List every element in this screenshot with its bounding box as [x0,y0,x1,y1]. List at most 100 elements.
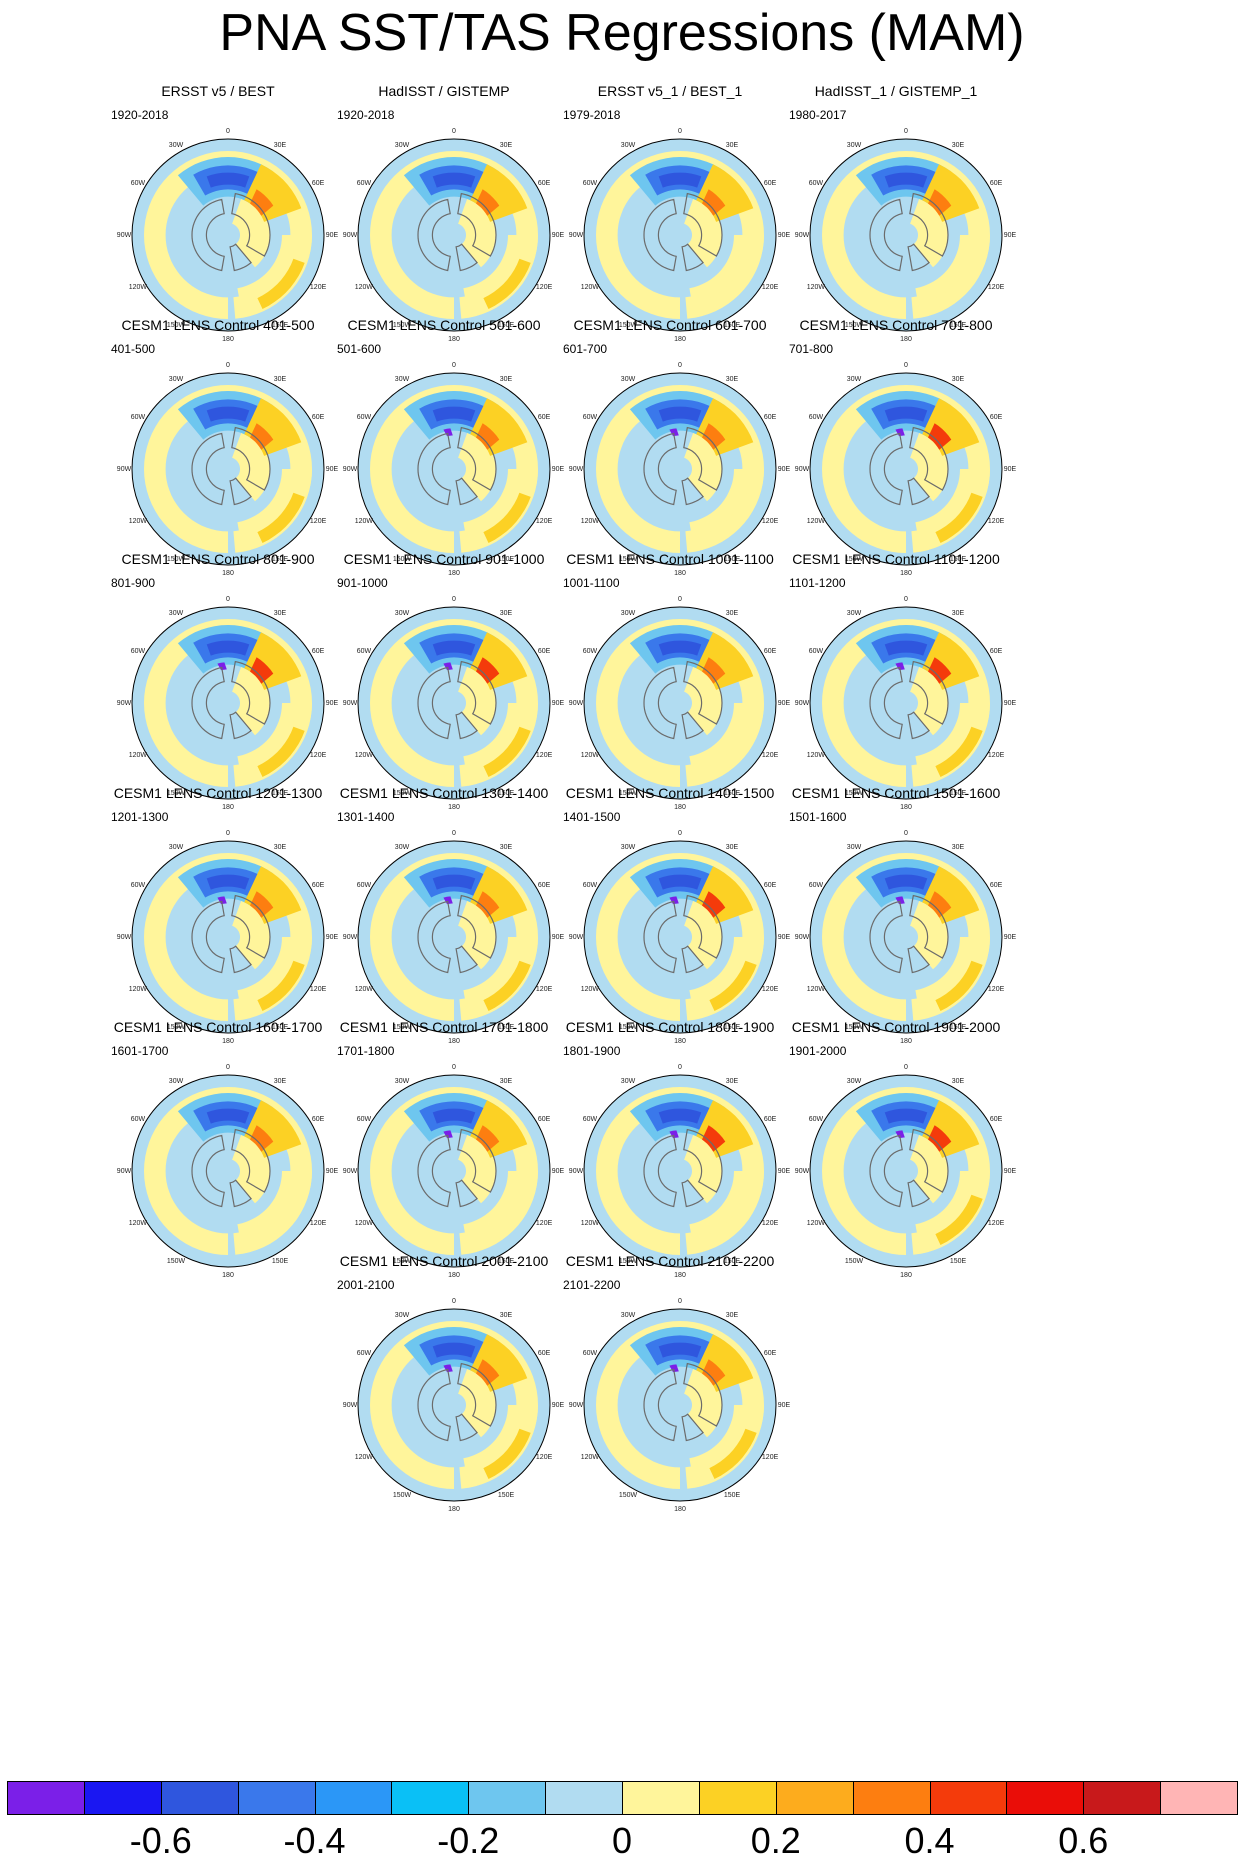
polar-map: 180 150E 120E 90E 60E 30E 0 30W 60W 90W 120W 150W [117,1064,339,1279]
north-america-coast [457,894,497,959]
longitude-label: 120E [762,752,779,759]
coastlines [643,660,723,740]
north-america-coast [683,1362,723,1427]
map-border [131,606,325,800]
eurasia-coast [191,1134,225,1208]
map-panel: ERSST v5_1 / BEST_1 1979-2018 180 150E 120E 9… [535,83,805,353]
eurasia-coast [417,198,451,272]
pna-positive-core [702,1359,726,1386]
longitude-label: 90E [326,1168,339,1175]
pna-positive-core [928,891,952,918]
coastlines [869,192,949,272]
longitude-label: 0 [904,128,908,135]
atlantic-positive [915,703,990,786]
field-layer [358,1075,550,1267]
eurasia-coast [643,900,677,974]
field-layer [132,1075,324,1267]
eurasia-coast [643,198,677,272]
colorbar-tick-label: -0.4 [283,1820,346,1861]
longitude-label: 60W [583,648,598,655]
panel-title: ERSST v5_1 / BEST_1 [597,83,743,99]
longitude-label: 180 [448,1272,460,1279]
figure-title: PNA SST/TAS Regressions (MAM) [219,4,1025,62]
panel-period: 1801-1900 [563,1044,621,1058]
colorbar-tick-label: 0 [611,1820,633,1861]
pacific-negative-core [432,874,476,890]
longitude-label: 30E [952,610,965,617]
longitude-label: 90E [778,466,791,473]
longitude-label: 30W [847,376,862,383]
longitude-label: 150W [619,1492,638,1499]
longitude-label: 0 [678,1064,682,1071]
longitude-label: 120E [762,986,779,993]
longitude-label: 0 [678,596,682,603]
longitude-label: 60E [764,882,777,889]
eurasia-coast [417,432,451,506]
pna-positive-core [250,423,274,450]
colorbar-cell [1006,1781,1085,1815]
map-panel: CESM1 LENS Control 1401-1500 1401-1500 180… [535,785,805,1055]
longitude-label: 180 [900,336,912,343]
eurasia-coast [643,1134,677,1208]
map-panel: CESM1 LENS Control 2101-2200 2101-2200 180… [535,1253,805,1523]
colorbar-tick-label: 0.4 [904,1820,955,1861]
longitude-label: 150W [393,1258,412,1265]
field-layer [358,373,550,565]
longitude-label: 90W [569,934,584,941]
longitude-label: 150W [619,322,638,329]
map-panel: CESM1 LENS Control 1701-1800 1701-1800 180… [309,1019,579,1289]
colorbar-cell [852,1781,931,1815]
longitude-label: 150E [950,790,967,797]
longitude-label: 150W [167,790,186,797]
north-america-coast [231,1128,271,1193]
longitude-label: 60W [357,1350,372,1357]
longitude-label: 60E [764,648,777,655]
longitude-label: 60E [538,1350,551,1357]
north-america-coast [231,426,271,491]
field-layer [584,373,776,565]
field-layer [358,841,550,1033]
longitude-label: 30E [274,844,287,851]
longitude-label: 90W [569,1402,584,1409]
pna-positive-core [928,189,952,216]
atlantic-positive [237,1171,312,1254]
coastlines [191,660,271,740]
longitude-label: 0 [226,596,230,603]
atlantic-positive [689,469,764,552]
atlantic-positive [237,937,312,1020]
longitude-label: 60E [990,648,1003,655]
pna-positive-core [702,423,726,450]
longitude-label: 0 [226,362,230,369]
longitude-label: 60E [990,882,1003,889]
longitude-label: 0 [226,1064,230,1071]
longitude-label: 90E [552,700,565,707]
longitude-label: 120W [129,752,148,759]
longitude-label: 90W [343,1168,358,1175]
map-border [583,840,777,1034]
atlantic-positive-core [709,258,757,309]
longitude-label: 30E [726,610,739,617]
colorbar-tick-label: 0.6 [1058,1820,1109,1861]
longitude-label: 30E [726,376,739,383]
map-panel: CESM1 LENS Control 1601-1700 1601-1700 180… [83,1019,353,1289]
panel-period: 1601-1700 [111,1044,169,1058]
longitude-label: 60E [764,1350,777,1357]
longitude-label: 150W [845,1258,864,1265]
greenland-coast [455,243,478,272]
panel-title: CESM1 LENS Control 501-600 [347,317,541,333]
longitude-label: 0 [452,830,456,837]
bering-accent [443,1130,453,1139]
greenland-coast [455,1179,478,1208]
panel-title: CESM1 LENS Control 1401-1500 [565,785,775,801]
field-layer [584,607,776,799]
longitude-label: 180 [222,804,234,811]
colorbar-cell [775,1781,854,1815]
map-panel: CESM1 LENS Control 801-900 801-900 180 150E… [83,551,353,821]
bering-accent [669,1364,679,1373]
longitude-label: 120W [355,752,374,759]
pacific-negative-core [658,1342,702,1358]
longitude-label: 30W [169,1078,184,1085]
pacific-negative-core [206,1108,250,1124]
atlantic-positive-core [935,1194,983,1245]
longitude-label: 150W [845,322,864,329]
